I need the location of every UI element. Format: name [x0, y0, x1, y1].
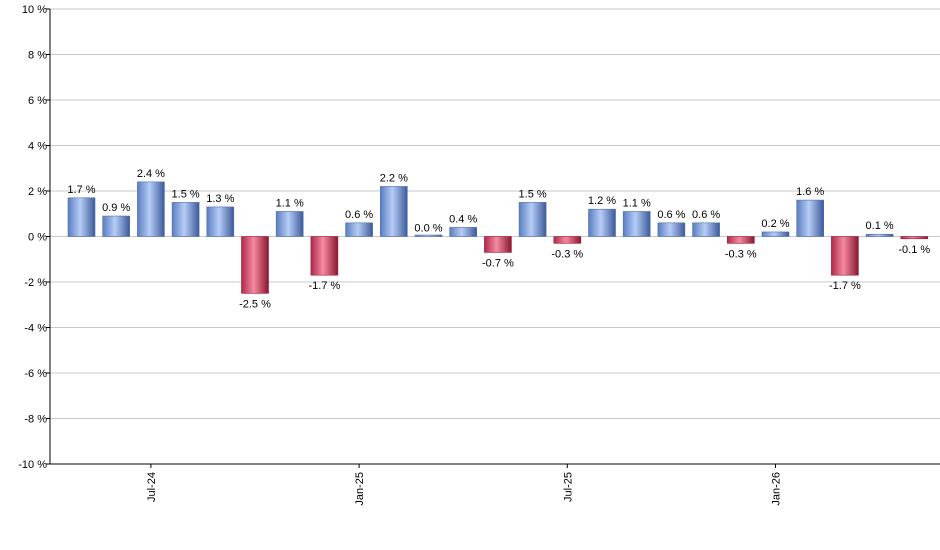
bar — [206, 206, 235, 237]
data-label: 0.2 % — [761, 218, 789, 230]
data-label: 1.6 % — [796, 186, 824, 198]
bar — [414, 234, 443, 237]
y-tick-label: -2 % — [24, 277, 47, 289]
bar — [102, 215, 130, 237]
bar — [622, 211, 651, 237]
bar — [310, 236, 339, 276]
data-label: -0.3 % — [551, 248, 583, 260]
bar — [241, 236, 269, 294]
x-tick-label: Jul-25 — [562, 472, 574, 502]
bar — [484, 236, 512, 253]
data-label: 0.1 % — [866, 220, 894, 232]
data-label: 1.5 % — [172, 188, 200, 200]
data-label: 0.6 % — [657, 209, 685, 221]
y-tick-label: -6 % — [24, 368, 47, 380]
data-label: 1.1 % — [623, 197, 651, 209]
bar — [831, 236, 859, 276]
data-label: 1.2 % — [588, 195, 616, 207]
data-label: -0.7 % — [482, 257, 514, 269]
data-label: -0.1 % — [898, 244, 930, 256]
bar — [900, 236, 929, 240]
y-tick-label: 0 % — [28, 232, 47, 244]
y-tick-label: -8 % — [24, 414, 47, 426]
data-label: 1.1 % — [276, 197, 304, 209]
data-label: 0.4 % — [449, 213, 477, 225]
data-label: -1.7 % — [829, 280, 861, 292]
data-label: 1.5 % — [519, 188, 547, 200]
data-label: 0.9 % — [102, 202, 130, 214]
bar — [275, 211, 304, 237]
data-label: 0.6 % — [345, 209, 373, 221]
y-tick-label: -4 % — [24, 323, 47, 335]
bar — [518, 202, 547, 237]
x-tick-label: Jul-24 — [146, 472, 158, 502]
bar — [796, 199, 825, 237]
data-label: 0.6 % — [692, 209, 720, 221]
data-label: 0.0 % — [414, 223, 442, 235]
x-tick-label: Jan-25 — [354, 472, 366, 506]
y-tick-label: 10 % — [22, 4, 47, 16]
bar — [449, 227, 478, 237]
bar — [345, 222, 373, 237]
y-tick-label: 6 % — [28, 95, 47, 107]
bars — [67, 181, 929, 294]
bar — [171, 202, 200, 237]
y-tick-label: -10 % — [18, 459, 47, 471]
bar — [657, 222, 686, 237]
bar — [379, 186, 408, 237]
bar — [588, 208, 616, 237]
bar — [553, 236, 582, 244]
axes — [46, 8, 940, 468]
data-label: -2.5 % — [239, 298, 271, 310]
data-label: 1.3 % — [206, 193, 234, 205]
y-tick-label: 4 % — [28, 141, 47, 153]
data-label: -1.7 % — [309, 280, 341, 292]
bar — [865, 233, 894, 237]
data-label: 2.4 % — [137, 168, 165, 180]
bar — [692, 222, 720, 237]
labels: 10 % 8 % 6 % 4 % 2 % 0 % -2 % -4 % -6 % -8 % -10 %… — [18, 4, 930, 506]
bar — [67, 197, 96, 237]
y-tick-label: 8 % — [28, 50, 47, 62]
x-tick-label: Jan-26 — [771, 472, 783, 506]
data-label: 2.2 % — [380, 172, 408, 184]
data-label: -0.3 % — [725, 248, 757, 260]
data-label: 1.7 % — [67, 184, 95, 196]
y-tick-label: 2 % — [28, 186, 47, 198]
bar — [137, 181, 165, 237]
bar — [761, 231, 790, 237]
bar — [726, 236, 755, 244]
